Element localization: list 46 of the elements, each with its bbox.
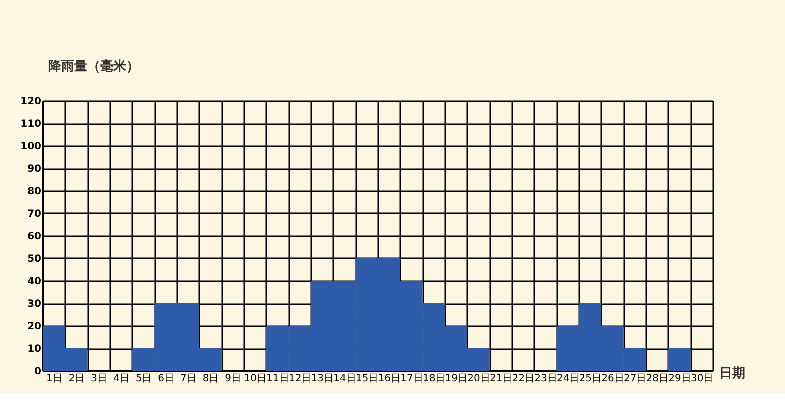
x-tick-label: 3日 (91, 374, 108, 384)
y-tick-label: 30 (28, 299, 42, 310)
x-tick-label: 4日 (113, 374, 130, 384)
x-tick-label: 30日 (690, 374, 714, 384)
x-tick-label: 9日 (225, 374, 242, 384)
x-tick-label: 7日 (180, 374, 197, 384)
x-tick-label: 23日 (534, 374, 558, 384)
y-axis-title: 降雨量（毫米） (48, 58, 140, 74)
y-tick-label: 110 (20, 119, 42, 130)
x-tick-label: 26日 (602, 374, 624, 384)
x-tick-label: 8日 (202, 374, 220, 384)
x-tick-label: 2日 (68, 374, 86, 384)
x-tick-label: 17日 (400, 374, 424, 384)
x-tick-label: 11日 (266, 374, 290, 384)
y-tick-label: 100 (20, 142, 42, 152)
y-tick-label: 70 (28, 209, 42, 220)
y-tick-label: 60 (28, 232, 42, 242)
x-tick-label: 12日 (288, 374, 312, 384)
x-tick-label: 28日 (646, 374, 670, 384)
x-tick-label: 6日 (158, 374, 175, 384)
x-tick-label: 29日 (668, 374, 692, 384)
x-tick-label: 1日 (46, 374, 63, 384)
x-tick-label: 27日 (624, 374, 647, 384)
y-tick-label: 10 (28, 344, 42, 355)
x-tick-label: 14日 (334, 374, 356, 384)
y-tick-label: 80 (28, 186, 42, 198)
x-tick-label: 10日 (244, 374, 268, 384)
x-tick-label: 22日 (512, 374, 536, 384)
x-tick-label: 24日 (556, 374, 580, 384)
x-tick-label: 25日 (579, 374, 602, 384)
bar (668, 348, 691, 371)
y-tick-label: 50 (28, 254, 42, 265)
x-tick-label: 19日 (445, 374, 468, 384)
x-tick-label: 16日 (378, 374, 402, 384)
x-tick-label: 21日 (490, 374, 513, 384)
x-tick-label: 13日 (311, 374, 334, 384)
y-tick-label: 40 (28, 276, 42, 288)
x-tick-label: 18日 (422, 374, 446, 384)
x-axis-title: 日期 (720, 366, 746, 382)
y-tick-label: 120 (20, 96, 42, 108)
y-tick-label: 20 (28, 322, 42, 332)
y-tick-label: 90 (28, 164, 42, 175)
y-tick-label: 0 (34, 366, 42, 378)
x-tick-label: 15日 (356, 374, 379, 384)
x-tick-label: 20日 (468, 374, 490, 384)
x-tick-label: 5日 (136, 374, 152, 384)
